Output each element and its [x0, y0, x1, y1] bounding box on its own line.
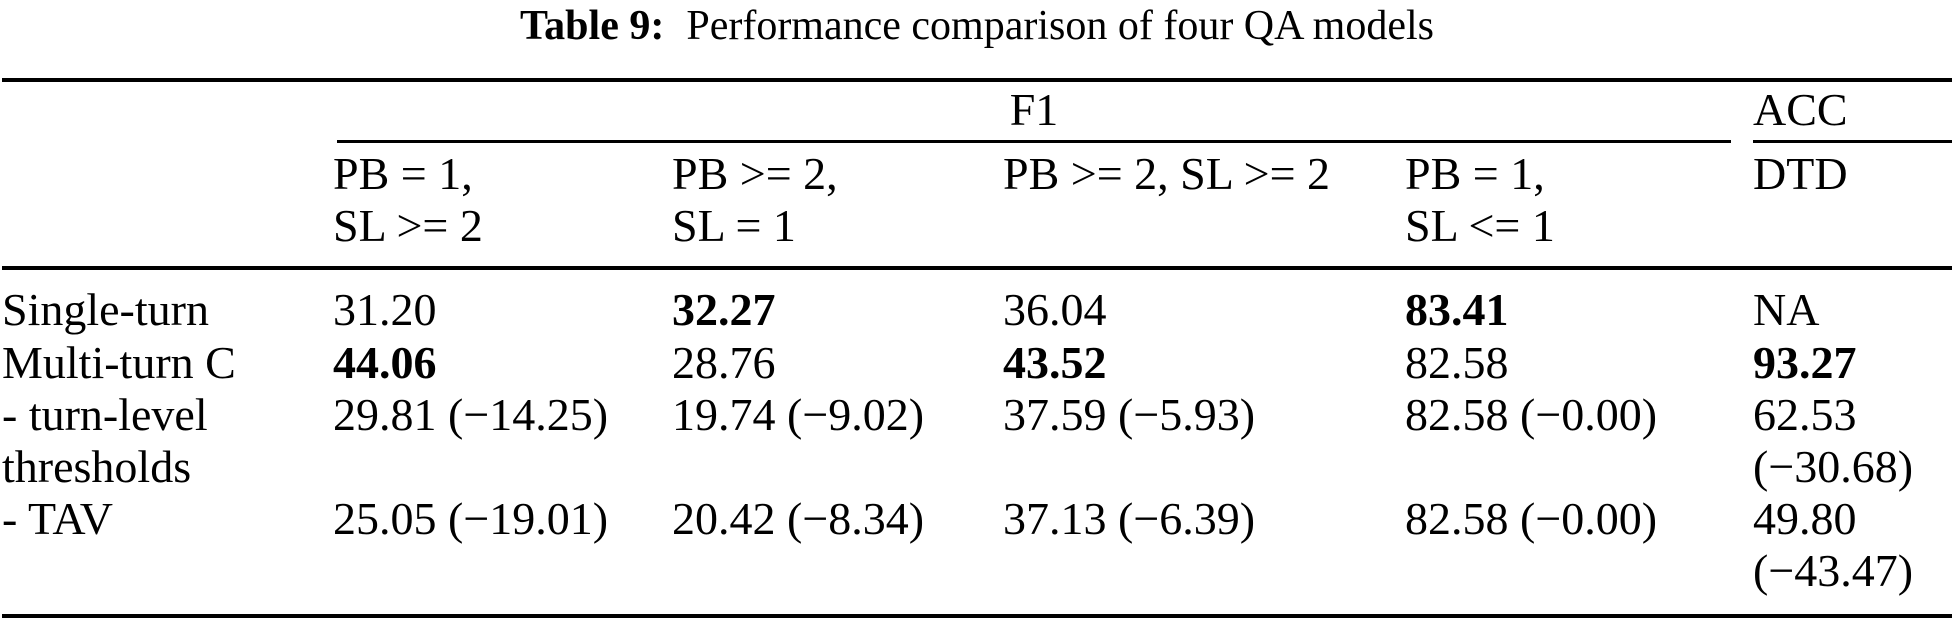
table-row: - TAV 25.05 (−19.01) 20.42 (−8.34) 37.13 (−…	[2, 493, 1952, 597]
table-cell: 19.74 (−9.02)	[672, 389, 925, 440]
table-top-rule	[2, 78, 1952, 82]
table-caption-text: Performance comparison of four QA models	[686, 3, 1434, 49]
table-cell: 32.27	[672, 284, 776, 335]
table-cell: 20.42 (−8.34)	[672, 493, 925, 544]
column-header-line: SL >= 2	[333, 200, 483, 251]
table-cell: 49.80 (−43.47)	[1753, 493, 1914, 596]
column-header: PB >= 2, SL = 1	[672, 148, 1003, 252]
table-caption: Table 9: Performance comparison of four Q…	[0, 2, 1954, 50]
column-header-line: DTD	[1753, 148, 1848, 199]
column-header-line: PB = 1,	[1405, 148, 1545, 199]
column-header: PB = 1, SL >= 2	[333, 148, 672, 252]
column-header: DTD	[1753, 148, 1952, 252]
table-cell: 29.81 (−14.25)	[333, 389, 609, 440]
column-header-line: PB >= 2,	[672, 148, 838, 199]
column-header-line: PB >= 2, SL >= 2	[1003, 148, 1331, 199]
column-group-f1: F1	[1009, 84, 1059, 135]
table-cell: 62.53 (−30.68)	[1753, 389, 1914, 492]
table-cell: 36.04	[1003, 284, 1107, 335]
subheader-row: PB = 1, SL >= 2 PB >= 2, SL = 1 PB >= 2,…	[2, 148, 1952, 252]
table-cell: 43.52	[1003, 337, 1107, 388]
column-group-acc: ACC	[1753, 84, 1848, 135]
table-cell: 82.58 (−0.00)	[1405, 493, 1658, 544]
table-cell: 28.76	[672, 337, 776, 388]
table-cell: 83.41	[1405, 284, 1509, 335]
column-header-line: SL = 1	[672, 200, 796, 251]
column-header-line: PB = 1,	[333, 148, 473, 199]
table-cell: 37.13 (−6.39)	[1003, 493, 1256, 544]
table-row: Single-turn 31.20 32.27 36.04 83.41 NA	[2, 284, 1952, 336]
subheader-spacer	[2, 148, 333, 252]
f1-group-rule	[337, 140, 1731, 143]
column-header: PB >= 2, SL >= 2	[1003, 148, 1405, 252]
table-row: Multi-turn C 44.06 28.76 43.52 82.58 93.27	[2, 337, 1952, 389]
table-cell: 25.05 (−19.01)	[333, 493, 609, 544]
acc-group-rule	[1753, 140, 1952, 143]
row-label: Single-turn	[2, 284, 209, 335]
row-label: Multi-turn C	[2, 337, 236, 388]
table-cell: 37.59 (−5.93)	[1003, 389, 1256, 440]
table-mid-rule	[2, 266, 1952, 270]
table-row: - turn-level thresholds 29.81 (−14.25) 19.7…	[2, 389, 1952, 493]
column-header: PB = 1, SL <= 1	[1405, 148, 1753, 252]
table-cell: 31.20	[333, 284, 437, 335]
table-cell: 82.58 (−0.00)	[1405, 389, 1658, 440]
row-label: - turn-level thresholds	[2, 389, 208, 492]
table-cell: 93.27	[1753, 337, 1857, 388]
row-label: - TAV	[2, 493, 113, 544]
table-cell: 44.06	[333, 337, 437, 388]
table-cell: 82.58	[1405, 337, 1509, 388]
table-cell: NA	[1753, 284, 1820, 335]
column-header-line: SL <= 1	[1405, 200, 1555, 251]
table-bottom-rule	[2, 614, 1952, 618]
table-caption-label: Table 9:	[520, 3, 665, 49]
